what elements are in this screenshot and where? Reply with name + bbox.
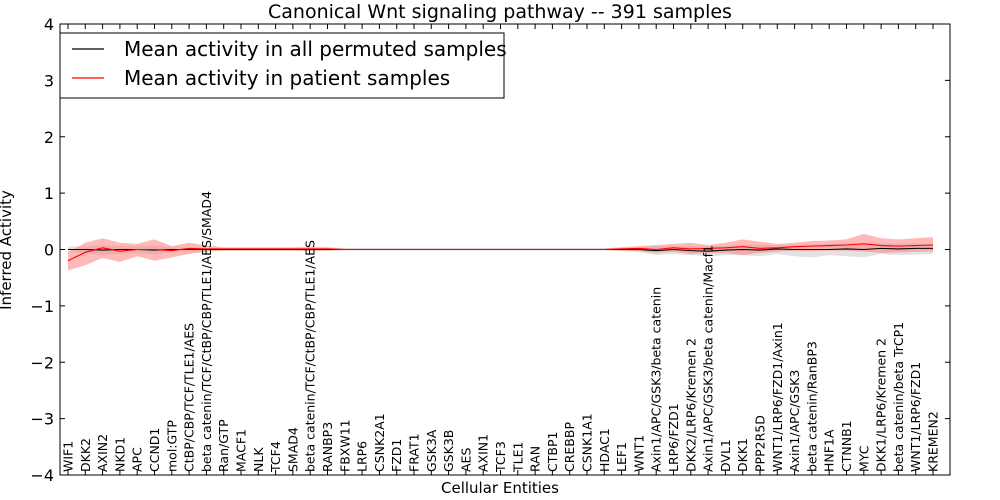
y-tick-label: −3 (30, 410, 54, 429)
x-tick-label: NLK (251, 447, 266, 472)
x-tick-label: DVL1 (718, 439, 733, 472)
x-tick-label: mol:GTP (164, 420, 179, 472)
x-tick-label: WNT1/LRP6/FZD1 (908, 362, 923, 472)
x-tick-label: AES (458, 448, 473, 472)
legend: Mean activity in all permuted samples Me… (59, 32, 507, 99)
x-tick-label: MYC (856, 445, 871, 472)
x-tick-label: beta catenin/TCF/CtBP/CBP/TLE1/AES (303, 240, 318, 472)
series-line-patient (67, 243, 934, 262)
y-tick-label: 1 (44, 184, 54, 203)
x-tick-label: PPP2R5D (753, 415, 768, 472)
x-tick-label: TCF4 (268, 441, 283, 473)
confidence-bands (68, 233, 933, 271)
legend-label-patient: Mean activity in patient samples (124, 66, 450, 90)
y-axis-label: Inferred Activity (0, 190, 15, 310)
x-tick-label: APC (130, 447, 145, 472)
x-tick-labels: WIF1 DKK2 AXIN2 NKD1 APC CCND1 mol:GTP CtBP/CBP… (61, 191, 941, 473)
y-tick-label: 2 (44, 128, 54, 147)
x-tick-label: CCND1 (147, 428, 162, 472)
x-tick-label: FZD1 (389, 439, 404, 472)
x-tick-label: WNT1 (631, 435, 646, 472)
chart-title: Canonical Wnt signaling pathway -- 391 s… (268, 1, 732, 23)
x-tick-label: Axin1/APC/GSK3 (787, 370, 802, 472)
x-tick-label: CSNK1A1 (580, 413, 595, 472)
x-tick-label: LRP6/FZD1 (666, 403, 681, 472)
x-tick-label: TCF3 (493, 441, 508, 473)
y-tick-label: 3 (44, 71, 54, 90)
x-tick-label: GSK3B (441, 430, 456, 472)
x-tick-label: DKK1/LRP6/Kremen 2 (874, 338, 889, 472)
x-tick-label: CtBP/CBP/TCF/TLE1/AES (182, 323, 197, 472)
band-patient (68, 233, 933, 271)
y-tick-label: 0 (44, 241, 54, 260)
x-tick-label: AXIN1 (476, 434, 491, 472)
x-tick-label: FBXW11 (337, 419, 352, 472)
x-axis-label: Cellular Entities (441, 479, 559, 497)
x-tick-label: WNT1/LRP6/FZD1/Axin1 (770, 322, 785, 472)
x-tick-label: Ran/GTP (216, 419, 231, 472)
y-tick-label: −4 (30, 466, 54, 485)
x-tick-label: Axin1/APC/GSK3/beta catenin/Macf1 (701, 245, 716, 472)
y-tick-label: −2 (30, 353, 54, 372)
x-tick-label: FRAT1 (407, 433, 422, 472)
x-tick-label: RAN (528, 446, 543, 472)
series-lines (67, 243, 934, 262)
legend-box (59, 32, 505, 99)
x-tick-label: GSK3A (424, 429, 439, 472)
x-tick-label: beta catenin/RanBP3 (804, 341, 819, 472)
x-tick-label: RANBP3 (320, 422, 335, 472)
x-tick-label: CTBP1 (545, 432, 560, 472)
y-tick-label: 4 (44, 15, 54, 34)
x-tick-label: HDAC1 (597, 428, 612, 472)
x-tick-label: Axin1/APC/GSK3/beta catenin (649, 287, 664, 472)
x-tick-label: WIF1 (61, 441, 76, 472)
x-tick-label: CREBBP (562, 422, 577, 472)
x-tick-label: CSNK2A1 (372, 413, 387, 472)
x-tick-label: DKK2 (78, 438, 93, 472)
x-tick-label: SMAD4 (285, 427, 300, 472)
x-tick-label: DKK2/LRP6/Kremen 2 (683, 338, 698, 472)
x-tick-label: HNF1A (822, 429, 837, 472)
x-tick-label: KREMEN2 (926, 411, 941, 472)
x-tick-label: NKD1 (112, 437, 127, 472)
x-tick-label: CTNNB1 (839, 420, 854, 472)
plot-frame (59, 23, 951, 476)
x-tick-label: beta catenin/beta TrCP1 (891, 322, 906, 472)
x-tick-label: LEF1 (614, 442, 629, 472)
x-tick-label: LRP6 (355, 441, 370, 472)
x-tick-label: DKK1 (735, 438, 750, 472)
x-tick-label: MACF1 (234, 429, 249, 472)
x-tick-label: TLE1 (510, 442, 525, 473)
x-tick-label: AXIN2 (95, 434, 110, 472)
legend-label-permuted: Mean activity in all permuted samples (124, 37, 507, 61)
y-tick-label: −1 (30, 297, 54, 316)
x-tick-label: beta catenin/TCF/CtBP/CBP/TLE1/AES/SMAD4 (199, 191, 214, 472)
y-tick-labels: −4 −3 −2 −1 0 1 2 3 4 (30, 15, 54, 485)
